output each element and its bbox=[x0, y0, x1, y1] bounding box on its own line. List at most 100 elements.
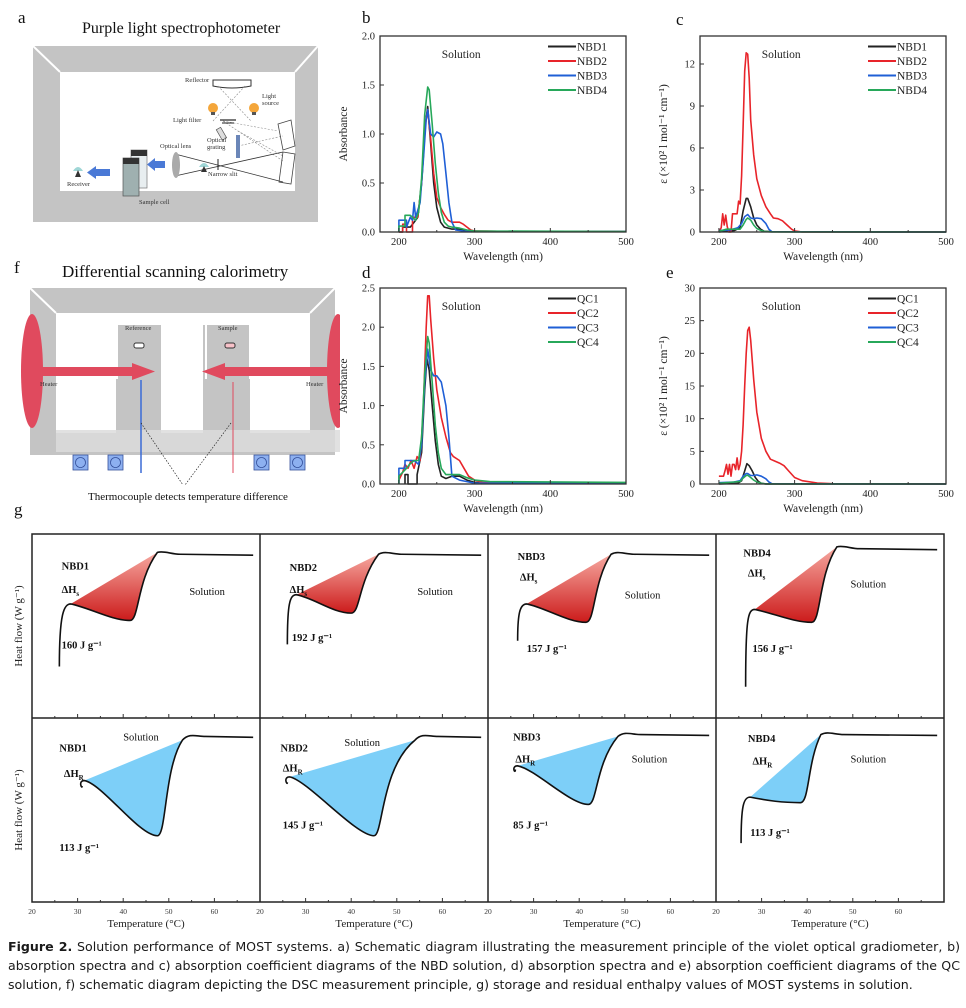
panel-letter-f: f bbox=[14, 258, 20, 277]
y-axis-label: Heat flow (W g⁻¹) bbox=[13, 585, 25, 667]
annotation-solution: Solution bbox=[442, 49, 481, 61]
legend-label-nbd3: NBD3 bbox=[897, 71, 927, 83]
enthalpy-value: 85 J g⁻¹ bbox=[513, 821, 548, 832]
chart-d-absorbance-qc: 200 300 400 500 0.0 0.5 1.0 1.5 2.0 2.5 Wavelength… bbox=[338, 284, 634, 516]
y-axis-label: Absorbance bbox=[338, 107, 350, 162]
annotation-solution: Solution bbox=[851, 754, 887, 765]
heat-flow-curve-nbd4 bbox=[740, 732, 938, 844]
beam-lines bbox=[174, 151, 284, 183]
legend-label-qc4: QC4 bbox=[897, 337, 919, 349]
x-tick-label: 20 bbox=[484, 907, 492, 916]
x-axis-label: Wavelength (nm) bbox=[783, 503, 863, 515]
enthalpy-symbol: ΔHs bbox=[290, 585, 308, 598]
optical-grating-icon bbox=[236, 135, 240, 158]
y-tick-label: 1.0 bbox=[362, 401, 375, 412]
label-narrow-slit: Narrow slit bbox=[208, 171, 238, 178]
heat-flow-curve-nbd1 bbox=[58, 551, 254, 667]
legend-label-qc3: QC3 bbox=[897, 323, 919, 335]
enthalpy-symbol: ΔHR bbox=[64, 769, 85, 782]
annotation-solution: Solution bbox=[632, 754, 668, 765]
heat-flow-curve-nbd1 bbox=[79, 734, 254, 837]
light-bulb-icon bbox=[208, 103, 259, 115]
label-light-source-1: Light bbox=[262, 93, 276, 100]
concave-mirror-bottom bbox=[278, 151, 296, 185]
annotation-solution: Solution bbox=[762, 301, 801, 313]
heat-arrow-left-icon bbox=[202, 363, 333, 380]
legend-label-qc1: QC1 bbox=[897, 294, 919, 306]
y-tick-label: 5 bbox=[690, 447, 695, 458]
x-tick-label: 300 bbox=[787, 237, 803, 248]
x-tick-label: 60 bbox=[667, 907, 675, 916]
x-tick-label: 200 bbox=[711, 489, 727, 500]
x-tick-label: 500 bbox=[938, 237, 954, 248]
y-tick-label: 2.5 bbox=[362, 284, 375, 295]
x-axis-label: Temperature (°C) bbox=[791, 918, 869, 930]
heat-flow-curve-nbd3 bbox=[513, 732, 710, 806]
enthalpy-symbol: ΔHR bbox=[283, 764, 304, 777]
sample-label: NBD4 bbox=[743, 548, 771, 559]
y-tick-label: 12 bbox=[685, 60, 696, 71]
series-line-nbd2 bbox=[718, 51, 946, 233]
x-tick-label: 500 bbox=[618, 237, 634, 248]
x-tick-label: 200 bbox=[391, 489, 407, 500]
y-axis-label: ε (×10² l mol⁻¹ cm⁻¹) bbox=[658, 336, 670, 436]
plot-frame bbox=[379, 287, 627, 485]
y-tick-label: 10 bbox=[685, 414, 696, 425]
panel-letter-c: c bbox=[676, 10, 684, 29]
x-tick-label: 300 bbox=[787, 489, 803, 500]
label-optical-grating-2: grating bbox=[207, 144, 226, 151]
sample-label: NBD3 bbox=[513, 732, 540, 743]
storage-enthalpy-area-nbd3 bbox=[526, 554, 612, 623]
y-tick-label: 15 bbox=[685, 382, 696, 393]
annotation-solution: Solution bbox=[851, 580, 887, 591]
annotation-solution: Solution bbox=[625, 591, 661, 602]
label-heater-right: Heater bbox=[306, 381, 324, 388]
y-tick-label: 3 bbox=[690, 186, 695, 197]
enthalpy-value: 145 J g⁻¹ bbox=[283, 821, 323, 832]
sample-label: NBD2 bbox=[281, 743, 308, 754]
concave-mirror-top bbox=[277, 119, 296, 151]
label-reference: Reference bbox=[125, 325, 151, 332]
heater-right-icon bbox=[327, 314, 340, 428]
enthalpy-value: 160 J g⁻¹ bbox=[62, 640, 102, 651]
x-tick-label: 30 bbox=[302, 907, 310, 916]
panel-letter-d: d bbox=[362, 263, 371, 282]
series-line-qc4 bbox=[398, 335, 627, 484]
x-tick-label: 400 bbox=[862, 237, 878, 248]
legend-label-qc2: QC2 bbox=[577, 308, 599, 320]
annotation-solution: Solution bbox=[762, 49, 801, 61]
label-thermocouple: Thermocouple detects temperature differe… bbox=[88, 491, 288, 503]
caption-text: Solution performance of MOST systems. a)… bbox=[8, 939, 960, 992]
chart-e-epsilon-qc: 200 300 400 500 0 5 10 15 20 25 30 Wavelength (nm) ε… bbox=[658, 284, 954, 516]
arrow-right-icon bbox=[147, 158, 165, 171]
enthalpy-symbol: ΔHs bbox=[520, 572, 538, 585]
legend-label-nbd4: NBD4 bbox=[897, 85, 927, 97]
x-tick-label: 500 bbox=[938, 489, 954, 500]
x-tick-label: 200 bbox=[391, 237, 407, 248]
annotation-solution: Solution bbox=[344, 738, 380, 749]
enthalpy-symbol: ΔHs bbox=[748, 569, 766, 582]
figure-caption: Figure 2. Solution performance of MOST s… bbox=[8, 937, 960, 994]
detector-icon bbox=[199, 163, 209, 172]
label-optical-lens: Optical lens bbox=[160, 143, 192, 150]
x-tick-label: 30 bbox=[74, 907, 82, 916]
y-tick-label: 1.0 bbox=[362, 130, 375, 141]
x-tick-label: 200 bbox=[711, 237, 727, 248]
panel-a-title: Purple light spectrophotometer bbox=[82, 20, 281, 37]
x-tick-label: 400 bbox=[862, 489, 878, 500]
label-optical-grating-1: Optical bbox=[207, 137, 226, 144]
y-tick-label: 1.5 bbox=[362, 81, 375, 92]
y-tick-label: 1.5 bbox=[362, 362, 375, 373]
x-tick-label: 400 bbox=[542, 489, 558, 500]
storage-enthalpy-area-nbd2 bbox=[296, 554, 379, 614]
enthalpy-value: 192 J g⁻¹ bbox=[292, 633, 332, 644]
y-tick-label: 9 bbox=[690, 102, 695, 113]
x-tick-label: 40 bbox=[803, 907, 811, 916]
x-tick-label: 60 bbox=[211, 907, 219, 916]
fan-icon bbox=[72, 454, 306, 471]
dsc-diagram: Heater Heater Reference Sample Thermocou… bbox=[21, 287, 340, 503]
sample-pan-icon bbox=[224, 342, 236, 349]
label-heater-left: Heater bbox=[40, 381, 58, 388]
plot-frame bbox=[699, 35, 947, 233]
series-line-nbd4 bbox=[398, 86, 627, 233]
